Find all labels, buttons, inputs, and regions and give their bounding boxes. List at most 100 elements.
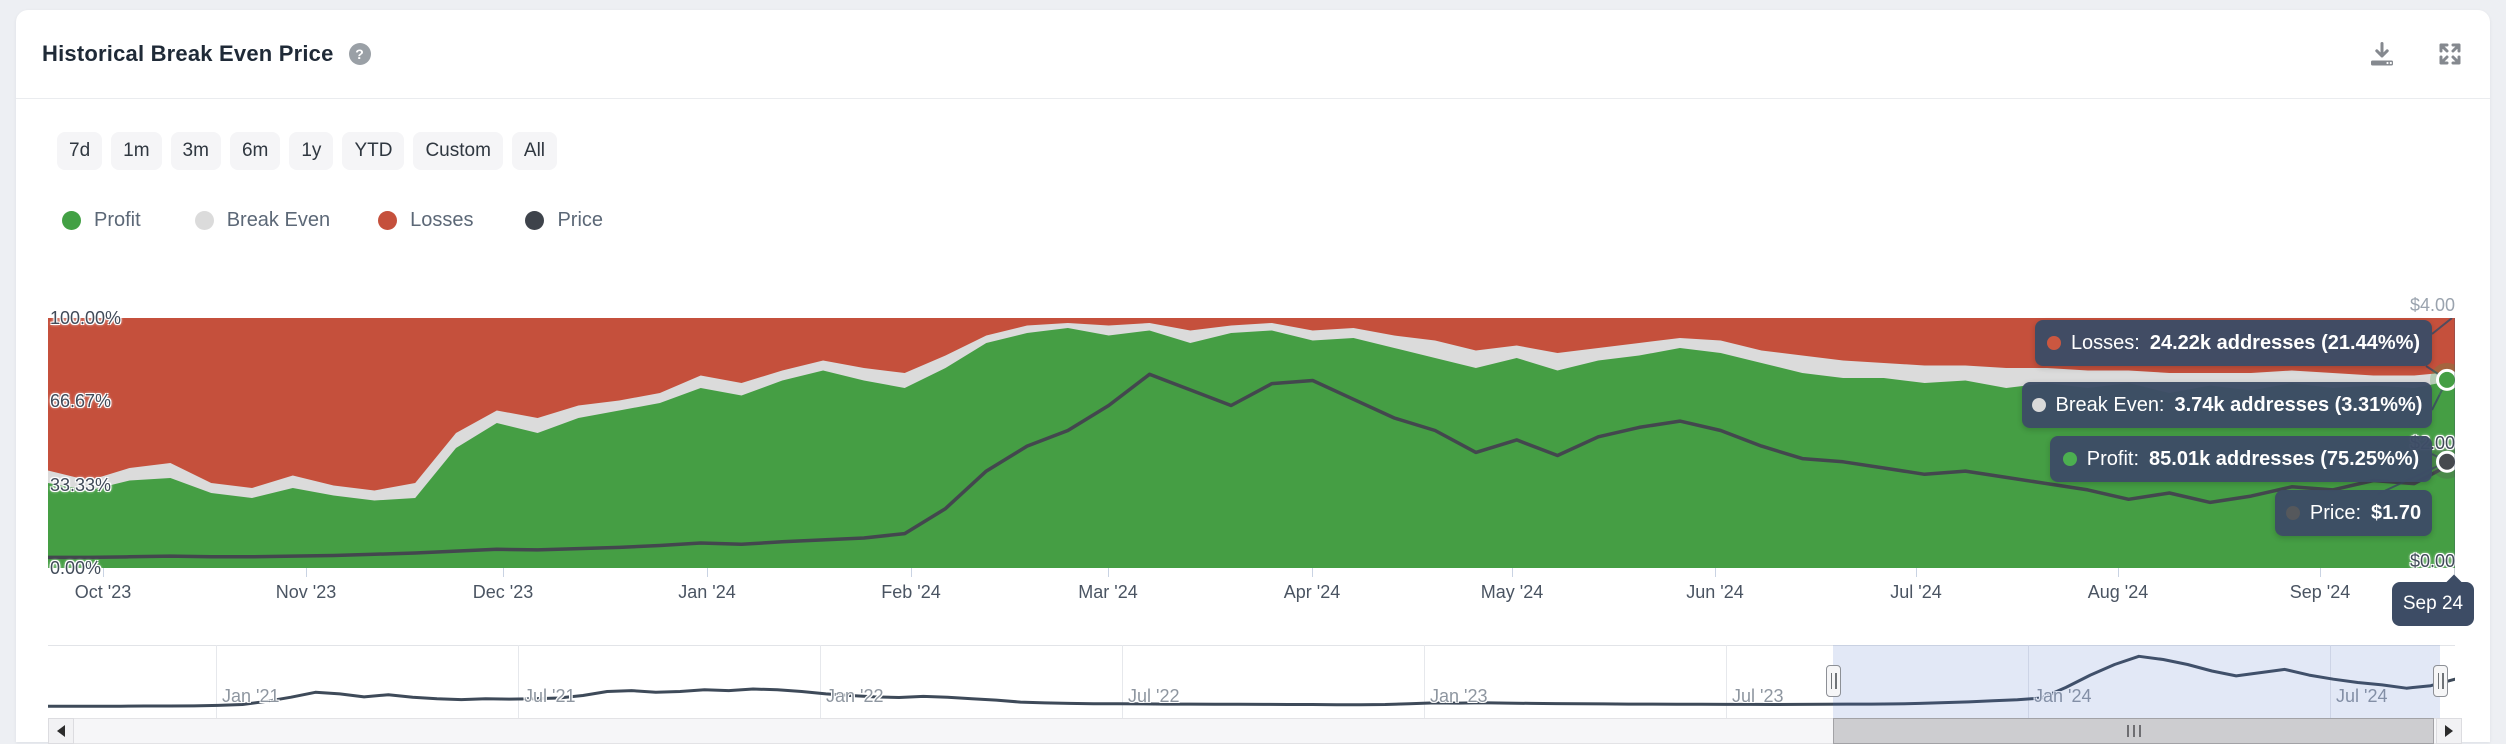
break-even-dot-icon — [2031, 398, 2046, 412]
navigator-label: Jan '23 — [1430, 686, 1488, 706]
range-button-3m[interactable]: 3m — [170, 132, 221, 170]
expand-icon[interactable] — [2436, 40, 2464, 68]
tooltip-price: Price: $1.70 — [2275, 490, 2432, 536]
navigator-label: Jan '24 — [2034, 686, 2092, 706]
tooltip-label: Profit: — [2086, 447, 2140, 470]
break-even-dot-icon — [194, 211, 214, 230]
range-button-1m[interactable]: 1m — [111, 132, 162, 170]
x-axis-label: Jun '24 — [1686, 582, 1744, 602]
x-axis-label: Jul '24 — [1890, 582, 1942, 602]
x-axis-label: Oct '23 — [74, 582, 132, 602]
scrollbar-left-button[interactable] — [48, 718, 74, 744]
scrollbar-thumb[interactable] — [1833, 718, 2434, 744]
x-axis-label: Mar '24 — [1078, 582, 1138, 602]
navigator-label: Jan '22 — [826, 686, 884, 706]
x-axis-label: Feb '24 — [881, 582, 941, 602]
tooltip-value: 85.01k addresses (75.25%%) — [2149, 447, 2420, 470]
x-tick — [1512, 568, 1513, 577]
x-tick — [103, 568, 104, 577]
y-axis-label-left: 66.67% — [50, 391, 112, 411]
crosshair-line — [2454, 318, 2455, 582]
losses-dot-icon — [378, 211, 398, 230]
range-button-6m[interactable]: 6m — [229, 132, 281, 170]
navigator-gridline — [1424, 645, 1425, 718]
right-arrow-icon — [2445, 725, 2453, 737]
legend-label: Profit — [94, 209, 141, 231]
legend-item-losses[interactable]: Losses — [378, 209, 473, 232]
crosshair-date-badge: Sep 24 — [2392, 582, 2474, 626]
x-axis-label: May '24 — [1480, 582, 1544, 602]
navigator-gridline — [2028, 645, 2029, 718]
legend-item-break-even[interactable]: Break Even — [194, 209, 330, 232]
x-tick — [1108, 568, 1109, 577]
page-title: Historical Break Even Price — [42, 41, 334, 66]
navigator-label: Jul '21 — [524, 686, 576, 706]
y-axis-label-left: 0.00% — [50, 558, 102, 578]
x-axis-label: Nov '23 — [275, 582, 337, 602]
x-axis-label: Sep '24 — [2289, 582, 2351, 602]
navigator-selected-range[interactable] — [1833, 645, 2440, 718]
tooltip-value: 24.22k addresses (21.44%%) — [2149, 331, 2421, 354]
chart-legend: Profit Break Even Losses Price — [62, 209, 603, 232]
x-tick — [2118, 568, 2119, 577]
range-button-7d[interactable]: 7d — [57, 132, 103, 170]
card-header: Historical Break Even Price ? — [16, 10, 2490, 98]
x-tick — [2320, 568, 2321, 577]
navigator-gridline — [2330, 645, 2331, 718]
x-tick — [1916, 568, 1917, 577]
navigator-handle-left[interactable] — [1826, 665, 1841, 697]
navigator-handle-right[interactable] — [2433, 665, 2448, 697]
legend-item-price[interactable]: Price — [525, 209, 603, 232]
chart-card: Historical Break Even Price ? 7d 1m 3m 6… — [16, 10, 2490, 744]
range-button-1y[interactable]: 1y — [289, 132, 334, 170]
x-axis-label: Dec '23 — [472, 582, 534, 602]
navigator-gridline — [216, 645, 217, 718]
left-arrow-icon — [57, 725, 65, 737]
navigator-label: Jul '22 — [1128, 686, 1180, 706]
tooltip-label: Break Even: — [2055, 393, 2165, 416]
x-tick — [306, 568, 307, 577]
tooltip-label: Losses: — [2070, 331, 2140, 354]
legend-item-profit[interactable]: Profit — [62, 209, 141, 232]
profit-dot-icon — [62, 211, 81, 230]
navigator-gridline — [1122, 645, 1123, 718]
x-axis-label: Jan '24 — [678, 582, 736, 602]
losses-dot-icon — [2046, 336, 2061, 350]
price-dot-icon — [2285, 506, 2300, 520]
navigator-gridline — [518, 645, 519, 718]
range-selector: 7d 1m 3m 6m 1y YTD Custom All — [57, 132, 558, 170]
tooltip-label: Price: — [2309, 501, 2362, 524]
y-axis-label-left: 33.33% — [50, 475, 112, 495]
x-axis-label: Aug '24 — [2087, 582, 2149, 602]
tooltip-losses: Losses: 24.22k addresses (21.44%%) — [2035, 320, 2432, 366]
navigator-label: Jul '23 — [1732, 686, 1784, 706]
range-button-ytd[interactable]: YTD — [342, 132, 405, 170]
navigator-border — [48, 645, 2455, 646]
navigator-gridline — [1726, 645, 1727, 718]
y-axis-label-right: $0.00 — [2409, 551, 2455, 571]
legend-label: Price — [557, 209, 604, 231]
navigator-chart[interactable] — [48, 648, 2455, 710]
price-dot-icon — [525, 211, 545, 230]
tooltip-value: 3.74k addresses (3.31%%) — [2174, 393, 2423, 416]
x-tick — [1312, 568, 1313, 577]
navigator-label: Jan '21 — [222, 686, 280, 706]
help-icon[interactable]: ? — [348, 43, 371, 65]
y-axis-label-right: $4.00 — [2409, 295, 2455, 315]
x-axis-label: Apr '24 — [1283, 582, 1341, 602]
x-tick — [707, 568, 708, 577]
x-tick — [503, 568, 504, 577]
navigator-label: Jul '24 — [2336, 686, 2388, 706]
header-divider — [16, 98, 2490, 99]
range-button-all[interactable]: All — [511, 132, 558, 170]
profit-dot-icon — [2062, 452, 2077, 466]
range-button-custom[interactable]: Custom — [413, 132, 503, 170]
y-axis-label-left: 100.00% — [50, 308, 122, 328]
tooltip-break-even: Break Even: 3.74k addresses (3.31%%) — [2022, 382, 2432, 428]
tooltip-value: $1.70 — [2371, 501, 2422, 524]
scrollbar-right-button[interactable] — [2436, 718, 2462, 744]
download-icon[interactable] — [2368, 40, 2396, 68]
x-tick — [911, 568, 912, 577]
tooltip-profit: Profit: 85.01k addresses (75.25%%) — [2050, 436, 2432, 482]
x-tick — [1715, 568, 1716, 577]
